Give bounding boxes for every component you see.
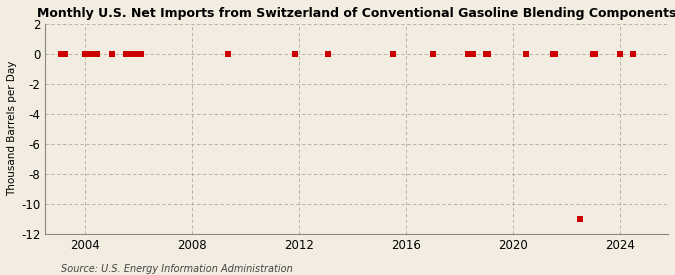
- Title: Monthly U.S. Net Imports from Switzerland of Conventional Gasoline Blending Comp: Monthly U.S. Net Imports from Switzerlan…: [37, 7, 675, 20]
- Y-axis label: Thousand Barrels per Day: Thousand Barrels per Day: [7, 61, 17, 196]
- Text: Source: U.S. Energy Information Administration: Source: U.S. Energy Information Administ…: [61, 264, 292, 274]
